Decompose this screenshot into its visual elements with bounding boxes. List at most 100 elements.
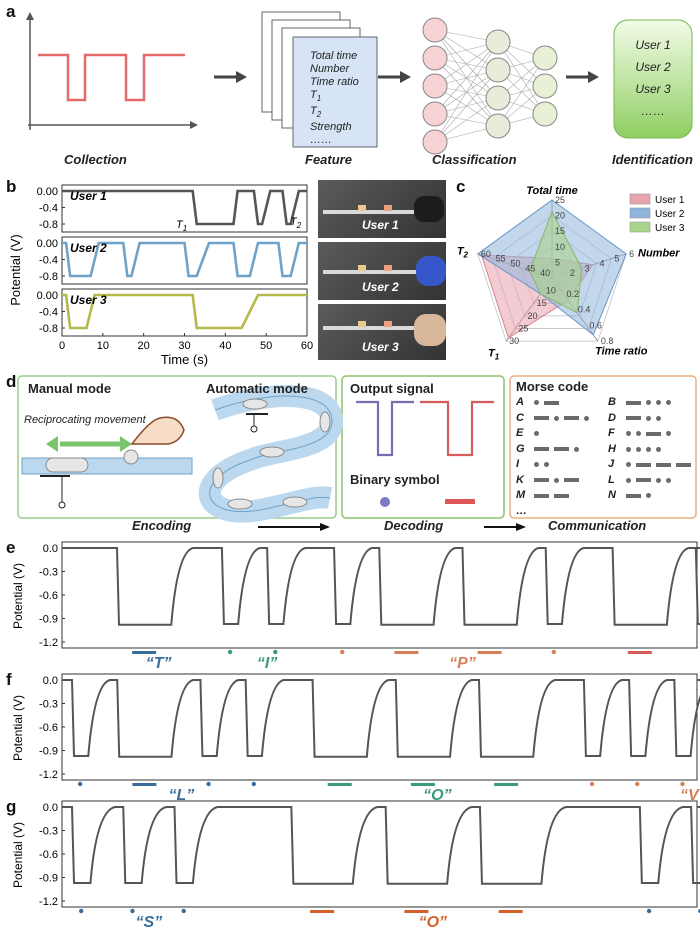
c-tick: 40 [540,268,550,278]
b-xlabel: Time (s) [161,352,208,367]
b-series-1 [62,189,307,226]
output-signal-label: Output signal [350,381,434,396]
signal-dash-mark [410,783,435,786]
signal-ytick: -0.6 [39,722,58,734]
morse-dash [626,400,641,405]
feature-t1: T1 [310,89,359,105]
nn-edge [497,57,546,127]
signal-dash-mark [627,651,652,654]
morse-letter: N [608,489,616,501]
morse-letter: K [516,473,524,486]
feature-t1-sub: 1 [316,94,322,104]
signal-dot-mark [130,908,135,914]
morse-letter: F [608,427,615,439]
feature-ellipsis: …… [310,134,332,147]
signal-ytick: -0.9 [39,614,58,626]
morse-entry: C [516,411,594,427]
signal-trace [62,806,700,885]
c-tick: 5 [555,257,560,267]
c-axis-title: Total time [526,185,578,197]
nn-node [485,29,511,55]
morse-entry: I [516,457,594,473]
ident-user-1: User 1 [635,38,671,52]
b-ytick: -0.4 [39,307,58,319]
c-tick: 0.8 [601,336,614,346]
nn-node [485,85,511,111]
feature-total-time: Total time [310,50,358,62]
nn-edge [434,41,499,143]
panel-e-signal: Potential (V) 0.0 -0.3 -0.6 -0.9 -1.2 “T” “I” “P… [11,541,700,668]
c-legend-label: User 2 [655,209,685,220]
caption-classification: Classification [432,152,517,167]
morse-letter: I [516,458,520,470]
c-tick: 0.4 [578,305,591,315]
signal-dash-mark [394,651,419,654]
panel-label-f: f [6,670,12,689]
c-user-area-3 [529,210,583,314]
b-ytick: -0.8 [39,323,58,335]
c-tick: 10 [546,286,556,296]
signal-dash-mark [494,783,519,786]
signal-dot-mark [551,649,557,655]
panel-label-b: b [6,177,17,196]
morse-dot [584,415,589,421]
b-xtick: 30 [178,340,190,352]
b-ytick: -0.8 [39,219,58,231]
panel-label-e: e [6,538,16,557]
morse-entry: H [608,442,696,458]
signal-ytick: -1.2 [39,769,58,781]
photo-user-1: User 1 [318,180,446,238]
b-xtick: 20 [138,340,150,352]
b-xtick: 40 [219,340,231,352]
c-tick: 15 [555,226,565,236]
c-axis-title: Time ratio [595,345,648,357]
c-tick: 10 [555,242,565,252]
c-tick: 60 [481,249,491,259]
morse-dash [646,431,661,436]
morse-dash [656,462,671,467]
signal-ytick: -0.3 [39,699,58,711]
signal-ytick: -0.3 [39,567,58,579]
signal-dash-mark [477,651,502,654]
manual-mode-label: Manual mode [28,381,112,396]
signal-frame [61,800,698,908]
signal-dot-mark [251,781,256,787]
morse-dash [636,478,651,483]
nn-node [422,45,448,71]
c-tick: 0.6 [589,320,602,330]
signal-ytick: -1.2 [39,637,58,649]
signal-ytick: -0.6 [39,849,58,861]
b-row-label: User 3 [70,293,107,307]
signal-dot-mark [339,649,345,655]
morse-letter: J [608,458,615,470]
signal-dot-mark [79,908,84,914]
photo-user-3: User 3 [318,304,446,360]
c-tick: 3 [585,263,590,273]
morse-dot [666,431,671,437]
morse-dot [656,415,661,421]
c-legend-label: User 1 [655,195,685,206]
signal-dash-mark [498,910,523,913]
nn-node [422,129,448,155]
flow-encoding: Encoding [132,518,192,533]
feature-t2-main: T [310,105,317,118]
c-tick: 0.2 [566,289,579,299]
morse-entry: D [608,411,696,427]
morse-entry: K [516,473,594,489]
signal-dot-mark [273,649,278,655]
panel-label-c: c [456,177,466,196]
c-tick: 5 [614,254,619,264]
photo-label-user-3: User 3 [362,340,399,354]
morse-left-column: A C E G I K M… [516,395,594,519]
c-tick: 50 [510,259,520,269]
morse-dot [666,477,671,483]
flow-decoding: Decoding [384,518,444,533]
nn-edge [434,41,499,87]
morse-dot [626,477,631,483]
morse-dot [574,446,579,452]
c-axis-title: T1 [488,347,500,361]
signal-ytick: -0.9 [39,746,58,758]
signal-dash-mark [404,910,429,913]
b-t2-label: T2 [290,216,302,230]
